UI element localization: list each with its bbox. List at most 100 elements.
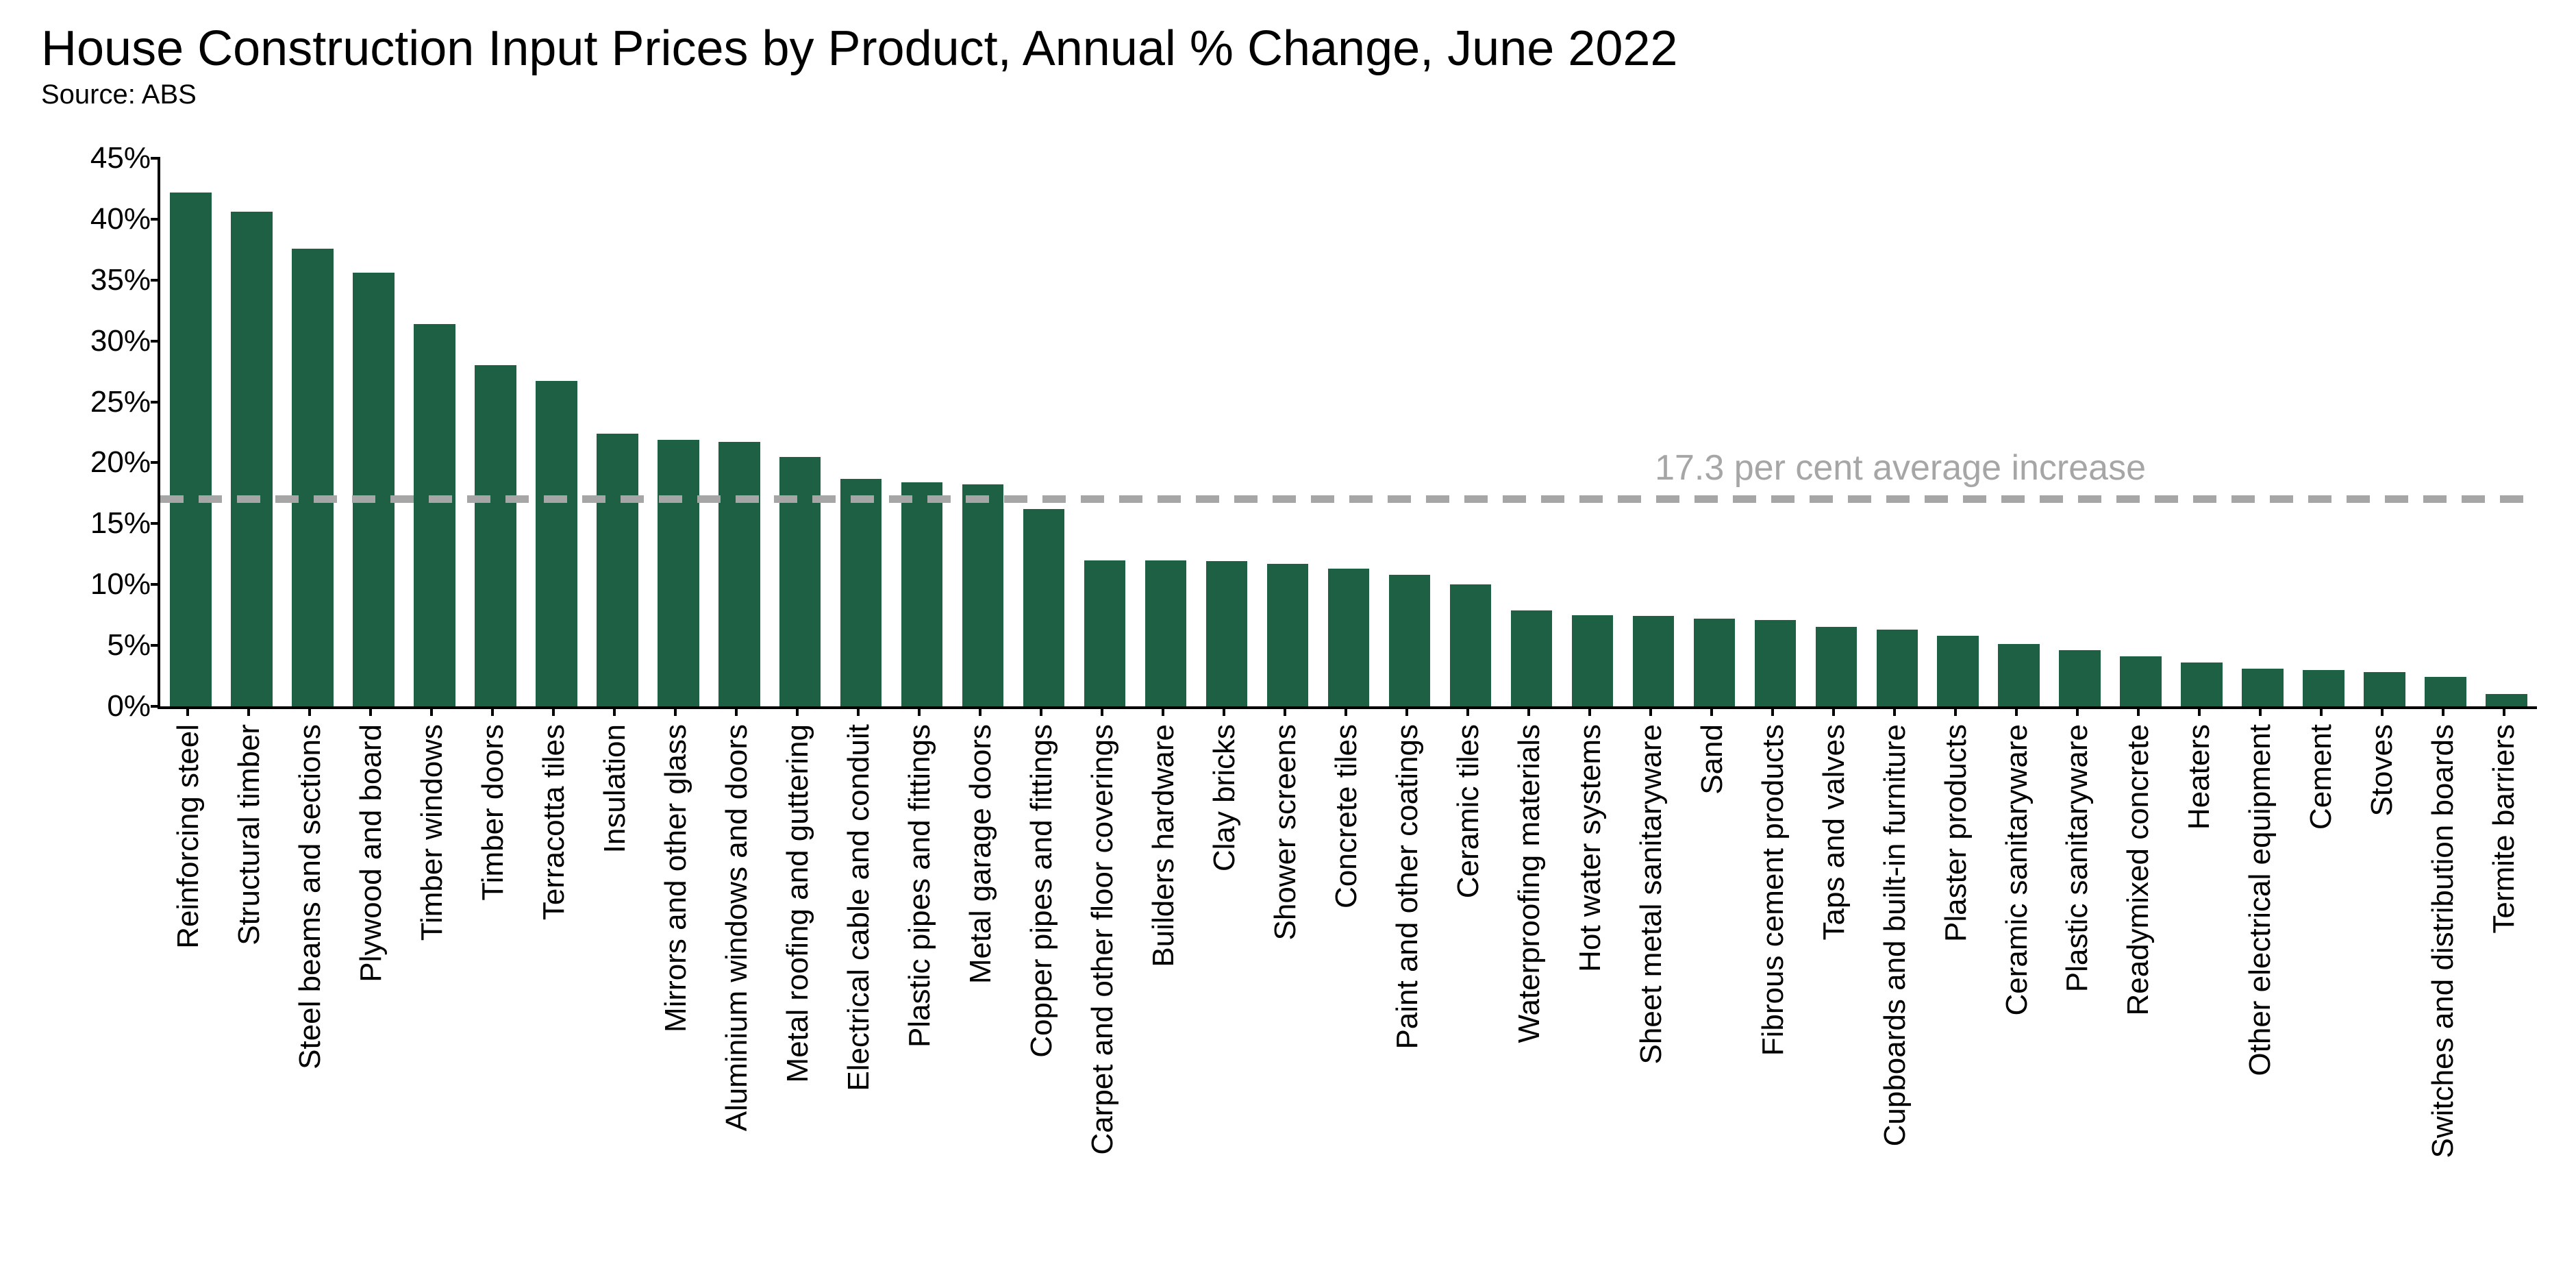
x-tick-mark [369, 706, 372, 716]
y-tick-mark [151, 583, 160, 586]
x-tick-label: Plaster products [1939, 724, 1973, 942]
x-tick-label: Sand [1695, 724, 1729, 795]
x-tick-label: Switches and distribution boards [2426, 724, 2460, 1158]
x-tick-label: Ceramic tiles [1451, 724, 1486, 898]
bar [840, 479, 882, 706]
bar [2181, 662, 2223, 706]
x-tick-mark [979, 706, 981, 716]
x-tick-label: Taps and valves [1817, 724, 1851, 941]
bar [779, 457, 821, 706]
x-tick-label: Waterproofing materials [1512, 724, 1547, 1043]
bar [536, 381, 577, 706]
x-tick-mark [308, 706, 311, 716]
x-tick-mark [1649, 706, 1652, 716]
x-tick-mark [918, 706, 921, 716]
x-tick-mark [1040, 706, 1042, 716]
x-tick-mark [2503, 706, 2505, 716]
bar [962, 484, 1004, 706]
x-tick-label: Builders hardware [1147, 724, 1181, 967]
x-tick-label: Cement [2304, 724, 2338, 830]
x-tick-mark [1527, 706, 1530, 716]
bar [1206, 561, 1248, 706]
bar [1998, 644, 2040, 706]
bar [597, 434, 638, 706]
x-tick-mark [1223, 706, 1225, 716]
bar [1023, 509, 1065, 706]
x-tick-mark [1345, 706, 1347, 716]
bar [718, 442, 760, 706]
x-tick-label: Aluminium windows and doors [720, 724, 754, 1131]
x-tick-label: Timber doors [476, 724, 510, 901]
chart-title: House Construction Input Prices by Produ… [41, 21, 2535, 77]
x-tick-mark [1101, 706, 1103, 716]
x-tick-label: Terracotta tiles [537, 724, 571, 920]
x-tick-label: Hot water systems [1573, 724, 1608, 972]
y-tick-label: 10% [90, 567, 151, 602]
x-tick-mark [1771, 706, 1774, 716]
bar [2120, 656, 2162, 706]
bar [2242, 669, 2284, 706]
x-tick-label: Stoves [2365, 724, 2399, 817]
x-tick-mark [1710, 706, 1713, 716]
x-tick-label: Other electrical equipment [2243, 724, 2277, 1076]
x-tick-label: Reinforcing steel [171, 724, 205, 949]
x-tick-mark [1284, 706, 1286, 716]
y-tick-label: 40% [90, 202, 151, 236]
x-tick-mark [1466, 706, 1469, 716]
y-tick-mark [151, 340, 160, 343]
x-tick-label: Clay bricks [1208, 724, 1242, 871]
x-tick-label: Heaters [2182, 724, 2216, 830]
x-tick-mark [430, 706, 433, 716]
bar [231, 212, 273, 706]
x-tick-mark [1162, 706, 1164, 716]
x-tick-mark [247, 706, 250, 716]
y-tick-label: 20% [90, 445, 151, 480]
bar [1633, 616, 1675, 706]
bar [1084, 560, 1126, 706]
x-tick-label: Sheet metal sanitaryware [1634, 724, 1668, 1064]
x-tick-mark [2320, 706, 2323, 716]
x-tick-label: Copper pipes and fittings [1025, 724, 1059, 1058]
bar [2364, 672, 2405, 706]
x-tick-label: Metal garage doors [964, 724, 998, 984]
x-tick-mark [613, 706, 616, 716]
x-tick-label: Readymixed concrete [2121, 724, 2155, 1016]
y-tick-label: 5% [107, 628, 151, 662]
x-tick-mark [674, 706, 677, 716]
y-tick-label: 30% [90, 324, 151, 358]
y-tick-mark [151, 461, 160, 464]
x-tick-label: Termite barriers [2487, 724, 2521, 934]
bar [2059, 650, 2101, 706]
x-tick-label: Carpet and other floor coverings [1086, 724, 1120, 1155]
x-tick-label: Mirrors and other glass [659, 724, 693, 1032]
y-tick-label: 45% [90, 141, 151, 175]
bar [475, 365, 516, 706]
x-tick-label: Fibrous cement products [1756, 724, 1790, 1056]
x-tick-label: Structural timber [232, 724, 266, 945]
x-tick-label: Metal roofing and guttering [781, 724, 815, 1082]
bar [1816, 627, 1858, 706]
bar [2303, 670, 2344, 706]
bar [1877, 630, 1918, 706]
bar [1267, 564, 1309, 706]
y-tick-mark [151, 401, 160, 404]
x-tick-mark [1832, 706, 1835, 716]
x-tick-mark [2381, 706, 2384, 716]
x-tick-label: Cupboards and built-in furniture [1878, 724, 1912, 1146]
x-tick-label: Paint and other coatings [1390, 724, 1425, 1050]
x-tick-mark [2076, 706, 2079, 716]
y-tick-mark [151, 644, 160, 647]
x-tick-label: Steel beams and sections [293, 724, 327, 1069]
x-tick-mark [491, 706, 494, 716]
x-tick-mark [735, 706, 738, 716]
x-tick-label: Plastic sanitaryware [2060, 724, 2094, 992]
x-tick-mark [2259, 706, 2262, 716]
x-tick-mark [857, 706, 860, 716]
x-tick-mark [1588, 706, 1591, 716]
y-tick-mark [151, 157, 160, 160]
x-tick-mark [2198, 706, 2201, 716]
y-tick-label: 35% [90, 263, 151, 297]
y-tick-label: 0% [107, 689, 151, 723]
chart-subtitle: Source: ABS [41, 79, 2535, 110]
y-tick-mark [151, 218, 160, 221]
